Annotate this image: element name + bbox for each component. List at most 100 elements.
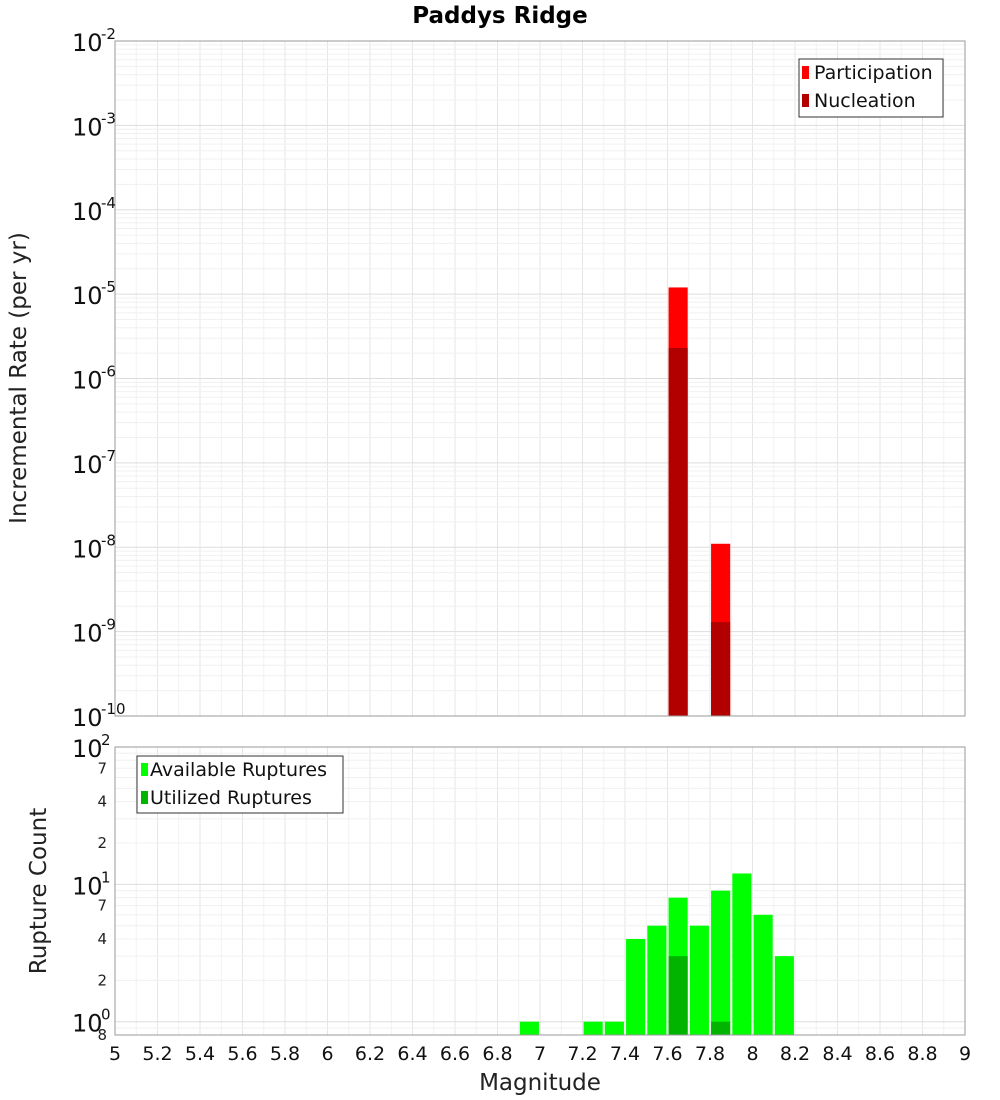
y-tick-exponent: -6: [101, 363, 116, 381]
x-tick-label: 5.4: [185, 1043, 215, 1065]
x-tick-label: 7: [534, 1043, 546, 1065]
y-minor-tick-label: 8: [97, 1026, 107, 1044]
y-tick-label: 10-3: [72, 109, 116, 141]
y-tick-base: 10: [72, 29, 103, 57]
y-tick-exponent: 2: [101, 731, 111, 749]
y-tick-base: 10: [72, 735, 103, 763]
bottom-y-axis-label: Rupture Count: [26, 808, 52, 974]
y-tick-base: 10: [72, 113, 103, 141]
top-y-tick-labels: 10-210-310-410-510-610-710-810-910-10: [72, 25, 126, 732]
y-tick-label: 102: [72, 731, 111, 763]
y-tick-label: 101: [72, 868, 111, 900]
available-ruptures-bar: [647, 925, 667, 1035]
y-minor-tick-label: 4: [97, 793, 107, 811]
bottom-bars: [519, 873, 794, 1035]
y-tick-label: 100: [72, 1006, 111, 1038]
utilized-ruptures-legend-swatch: [141, 791, 148, 804]
y-tick-base: 10: [72, 198, 103, 226]
bottom-plot-frame: [114, 746, 966, 1036]
y-tick-exponent: -7: [101, 447, 116, 465]
participation-legend-label: Participation: [814, 62, 933, 84]
available-ruptures-bar: [774, 956, 794, 1035]
utilized-ruptures-bar: [668, 956, 688, 1035]
x-tick-labels: 5 5.2 5.4 5.6 5.8 6 6.2 6.4 6.6 6.8 7 7.2 7.4 7.6 7.8 8…: [109, 1043, 971, 1065]
y-tick-base: 10: [72, 704, 103, 732]
x-tick-label: 6.6: [440, 1043, 470, 1065]
y-tick-exponent: -2: [101, 25, 116, 43]
available-ruptures-bar: [626, 939, 646, 1035]
utilized-ruptures-bar: [711, 1021, 731, 1035]
y-tick-exponent: -9: [101, 616, 116, 634]
x-tick-label: 5.8: [270, 1043, 300, 1065]
x-tick-label: 5.6: [227, 1043, 257, 1065]
y-tick-base: 10: [72, 872, 103, 900]
x-axis-label: Magnitude: [479, 1070, 601, 1096]
top-legend-box: [798, 58, 944, 118]
available-ruptures-bar: [583, 1021, 603, 1035]
y-tick-base: 10: [72, 1010, 103, 1038]
top-legend: Participation Nucleation: [798, 58, 944, 118]
available-ruptures-bar: [689, 925, 709, 1035]
x-tick-label: 6.2: [355, 1043, 385, 1065]
x-tick-label: 9: [959, 1043, 971, 1065]
nucleation-bar: [711, 622, 731, 716]
available-ruptures-bar: [753, 914, 773, 1035]
y-tick-exponent: 1: [101, 868, 111, 886]
y-tick-label: 10-2: [72, 25, 116, 57]
x-tick-label: 7.2: [567, 1043, 597, 1065]
top-plot-frame: [114, 40, 966, 717]
x-tick-label: 8.4: [822, 1043, 852, 1065]
y-tick-exponent: 0: [101, 1006, 111, 1024]
y-tick-label: 10-4: [72, 194, 116, 226]
y-tick-label: 10-10: [72, 700, 126, 732]
y-minor-tick-label: 4: [97, 930, 107, 948]
y-tick-base: 10: [72, 282, 103, 310]
y-minor-tick-label: 7: [97, 759, 107, 777]
y-tick-base: 10: [72, 620, 103, 648]
x-tick-label: 5: [109, 1043, 121, 1065]
top-panel: 10-210-310-410-510-610-710-810-910-10 In…: [6, 25, 966, 732]
y-tick-exponent: -3: [101, 109, 116, 127]
nucleation-bar: [668, 347, 688, 716]
participation-legend-swatch: [802, 66, 809, 79]
top-y-axis-label: Incremental Rate (per yr): [6, 232, 32, 524]
utilized-ruptures-legend-label: Utilized Ruptures: [150, 787, 312, 809]
y-tick-exponent: -5: [101, 278, 116, 296]
y-tick-exponent: -8: [101, 531, 116, 549]
x-tick-label: 5.2: [142, 1043, 172, 1065]
available-ruptures-bar: [519, 1021, 539, 1035]
available-ruptures-bar: [604, 1021, 624, 1035]
available-ruptures-bar: [732, 873, 752, 1035]
x-tick-label: 7.4: [610, 1043, 640, 1065]
bottom-legend-box: [136, 755, 344, 814]
x-tick-label: 7.8: [695, 1043, 725, 1065]
nucleation-legend-swatch: [802, 94, 809, 107]
y-tick-label: 10-5: [72, 278, 116, 310]
y-tick-base: 10: [72, 451, 103, 479]
x-tick-label: 6.4: [397, 1043, 427, 1065]
x-tick-label: 6.8: [482, 1043, 512, 1065]
y-tick-base: 10: [72, 535, 103, 563]
nucleation-legend-label: Nucleation: [814, 90, 916, 112]
x-tick-label: 8: [746, 1043, 758, 1065]
x-tick-label: 8.6: [865, 1043, 895, 1065]
top-bars: [668, 287, 731, 716]
y-tick-exponent: -4: [101, 194, 116, 212]
available-ruptures-legend-swatch: [141, 763, 148, 776]
chart-title: Paddys Ridge: [412, 3, 588, 29]
x-tick-label: 8.8: [907, 1043, 937, 1065]
top-gridlines: [114, 40, 966, 717]
available-ruptures-legend-label: Available Ruptures: [150, 759, 327, 781]
y-tick-exponent: -10: [101, 700, 126, 718]
x-tick-label: 8.2: [780, 1043, 810, 1065]
y-minor-tick-label: 7: [97, 897, 107, 915]
y-tick-label: 10-6: [72, 363, 116, 395]
y-minor-tick-label: 2: [97, 971, 107, 989]
y-tick-label: 10-8: [72, 531, 116, 563]
bottom-legend: Available Ruptures Utilized Ruptures: [136, 755, 344, 814]
bottom-gridlines: [114, 746, 966, 1036]
y-minor-tick-label: 2: [97, 834, 107, 852]
x-tick-label: 7.6: [652, 1043, 682, 1065]
